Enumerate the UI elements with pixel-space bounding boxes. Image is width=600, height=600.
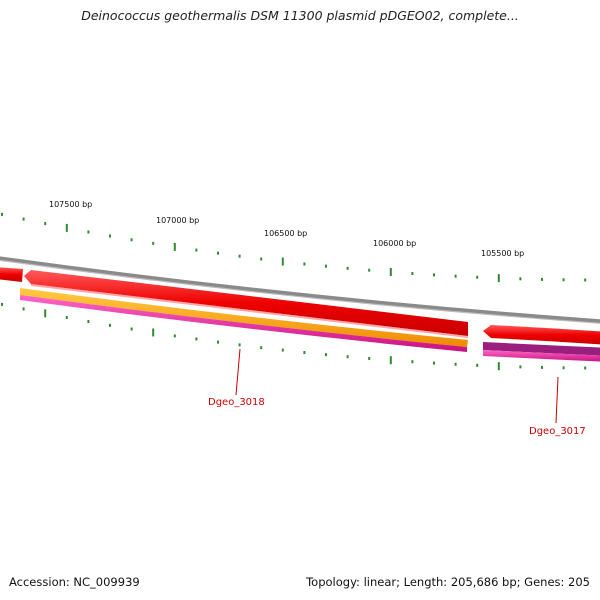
- map-title: Deinococcus geothermalis DSM 11300 plasm…: [81, 8, 519, 23]
- minor-tick: [44, 222, 47, 226]
- backbone-line: [0, 256, 600, 324]
- major-tick: [497, 362, 500, 371]
- minor-tick: [87, 230, 90, 234]
- major-tick: [173, 242, 176, 251]
- minor-tick: [562, 278, 565, 282]
- minor-tick: [584, 366, 587, 370]
- minor-tick: [476, 275, 479, 279]
- gene-label-leader: [235, 348, 241, 396]
- tick-label: 107500 bp: [49, 200, 92, 209]
- minor-tick: [562, 366, 565, 370]
- minor-tick: [476, 363, 479, 367]
- minor-tick: [433, 273, 435, 277]
- minor-tick: [519, 365, 522, 369]
- minor-tick: [87, 320, 90, 323]
- cds-arrow: [483, 325, 600, 345]
- minor-tick: [173, 334, 176, 338]
- minor-tick: [541, 365, 543, 369]
- tick-label: 105500 bp: [481, 249, 524, 258]
- outer-tick-ring: [1, 212, 587, 283]
- minor-tick: [65, 316, 68, 319]
- major-tick: [44, 309, 47, 318]
- minor-tick: [195, 337, 198, 341]
- minor-tick: [109, 323, 111, 327]
- gene-label: Dgeo_3018: [208, 397, 265, 408]
- tick-labels: 107500 bp 107000 bp 106500 bp 106000 bp …: [49, 200, 524, 258]
- minor-tick: [325, 264, 327, 268]
- minor-tick: [130, 238, 133, 242]
- backbone-shadow: [0, 259, 600, 324]
- minor-tick: [195, 248, 198, 252]
- accession-text: Accession: NC_009939: [9, 575, 140, 589]
- minor-tick: [152, 241, 155, 245]
- gene-bar-purple: [483, 342, 600, 356]
- cds-track: [0, 267, 600, 345]
- minor-tick: [303, 262, 306, 266]
- cds-arrow-shadow: [31, 284, 468, 338]
- gene-bar-magenta: [483, 350, 600, 362]
- minor-tick: [411, 272, 414, 275]
- minor-tick: [541, 277, 543, 281]
- minor-tick: [109, 234, 111, 238]
- major-tick: [389, 356, 392, 365]
- tick-label: 107000 bp: [156, 216, 199, 225]
- tick-label: 106000 bp: [373, 239, 416, 248]
- minor-tick: [584, 278, 587, 282]
- minor-tick: [217, 251, 219, 255]
- gene-bar-magenta: [20, 295, 467, 352]
- major-tick: [389, 268, 392, 276]
- minor-tick: [325, 353, 327, 357]
- minor-tick: [22, 307, 25, 311]
- cds-arrow: [24, 270, 468, 336]
- minor-tick: [260, 257, 263, 261]
- minor-tick: [368, 268, 371, 272]
- major-tick: [281, 257, 284, 266]
- minor-tick: [346, 355, 349, 359]
- minor-tick: [368, 357, 371, 360]
- topology-summary: Topology: linear; Length: 205,686 bp; Ge…: [306, 575, 590, 589]
- minor-tick: [238, 343, 241, 347]
- minor-tick: [22, 217, 25, 221]
- minor-tick: [217, 340, 219, 344]
- minor-tick: [454, 362, 457, 366]
- inner-tick-ring: [1, 302, 587, 371]
- major-tick: [65, 223, 68, 232]
- minor-tick: [454, 274, 457, 278]
- major-tick: [497, 274, 500, 283]
- minor-tick: [281, 348, 284, 352]
- minor-tick: [1, 302, 3, 306]
- minor-tick: [433, 361, 435, 365]
- cds-arrow: [0, 267, 23, 282]
- minor-tick: [260, 346, 263, 350]
- gene-bar-orange: [20, 288, 468, 347]
- minor-tick: [519, 277, 522, 281]
- minor-tick: [238, 254, 241, 258]
- major-tick: [152, 328, 155, 337]
- minor-tick: [1, 212, 3, 216]
- minor-tick: [303, 351, 306, 354]
- gene-label: Dgeo_3017: [529, 426, 586, 437]
- minor-tick: [346, 266, 349, 270]
- minor-tick: [411, 360, 414, 364]
- gene-track: [20, 288, 600, 362]
- gene-label-leader: [555, 376, 559, 424]
- minor-tick: [130, 327, 133, 331]
- tick-label: 106500 bp: [264, 229, 307, 238]
